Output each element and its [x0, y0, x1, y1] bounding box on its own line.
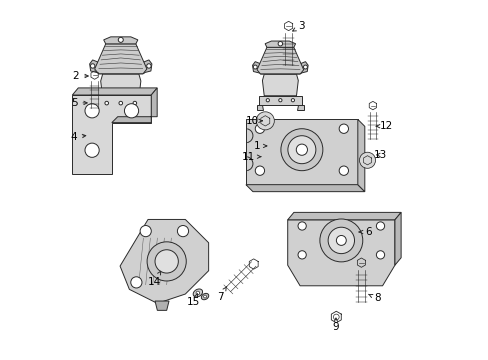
- Text: 5: 5: [71, 98, 87, 108]
- Polygon shape: [297, 105, 303, 110]
- Polygon shape: [72, 88, 157, 95]
- Text: 3: 3: [292, 21, 305, 31]
- Circle shape: [296, 144, 307, 155]
- Circle shape: [278, 41, 282, 46]
- Circle shape: [339, 166, 348, 175]
- Circle shape: [327, 227, 354, 254]
- Circle shape: [287, 136, 315, 164]
- Polygon shape: [252, 62, 260, 73]
- Circle shape: [376, 222, 384, 230]
- Circle shape: [303, 65, 307, 69]
- Polygon shape: [103, 37, 138, 44]
- Polygon shape: [262, 74, 298, 96]
- Circle shape: [319, 219, 362, 262]
- Circle shape: [85, 104, 99, 118]
- Circle shape: [336, 235, 346, 246]
- Circle shape: [253, 65, 257, 69]
- Circle shape: [297, 251, 305, 259]
- Circle shape: [140, 225, 151, 237]
- Circle shape: [339, 124, 348, 134]
- Polygon shape: [112, 88, 157, 123]
- Text: 4: 4: [71, 132, 85, 142]
- Circle shape: [119, 101, 122, 105]
- Text: 7: 7: [216, 287, 226, 302]
- Polygon shape: [394, 212, 400, 265]
- Polygon shape: [101, 74, 141, 98]
- Polygon shape: [95, 108, 102, 114]
- Circle shape: [255, 124, 264, 134]
- Circle shape: [90, 64, 95, 68]
- Polygon shape: [155, 301, 169, 310]
- Polygon shape: [97, 98, 144, 108]
- Text: 14: 14: [147, 271, 161, 287]
- Circle shape: [265, 99, 269, 102]
- Polygon shape: [142, 60, 152, 73]
- Circle shape: [256, 112, 274, 130]
- Circle shape: [124, 104, 139, 118]
- Circle shape: [130, 277, 142, 288]
- Text: 10: 10: [245, 116, 262, 126]
- Circle shape: [203, 295, 206, 298]
- Text: 9: 9: [332, 318, 339, 332]
- Circle shape: [297, 222, 305, 230]
- Circle shape: [105, 101, 108, 105]
- Circle shape: [146, 64, 151, 68]
- Polygon shape: [245, 120, 357, 185]
- Circle shape: [155, 250, 178, 273]
- Polygon shape: [258, 96, 301, 105]
- Circle shape: [376, 251, 384, 259]
- Polygon shape: [95, 44, 146, 74]
- Circle shape: [133, 101, 136, 105]
- Polygon shape: [300, 62, 307, 73]
- Ellipse shape: [193, 289, 202, 297]
- Text: 12: 12: [376, 121, 392, 131]
- Polygon shape: [257, 47, 303, 74]
- Circle shape: [196, 291, 199, 295]
- Polygon shape: [287, 212, 400, 220]
- Polygon shape: [140, 108, 146, 114]
- Text: 11: 11: [241, 152, 260, 162]
- Polygon shape: [287, 220, 394, 286]
- Text: 8: 8: [368, 293, 380, 303]
- Circle shape: [278, 99, 282, 102]
- Circle shape: [333, 314, 339, 320]
- Polygon shape: [89, 60, 99, 73]
- Circle shape: [147, 242, 186, 281]
- Polygon shape: [357, 120, 364, 192]
- Circle shape: [359, 152, 375, 168]
- Text: 15: 15: [186, 294, 200, 307]
- Text: 1: 1: [253, 141, 266, 151]
- Circle shape: [291, 99, 294, 102]
- Polygon shape: [72, 95, 151, 174]
- Polygon shape: [264, 41, 295, 47]
- Polygon shape: [120, 220, 208, 303]
- Text: 6: 6: [358, 227, 371, 237]
- Text: 13: 13: [373, 150, 386, 160]
- Circle shape: [85, 143, 99, 157]
- Text: 2: 2: [73, 71, 88, 81]
- Circle shape: [280, 129, 322, 171]
- Circle shape: [118, 37, 123, 42]
- Polygon shape: [245, 185, 364, 192]
- Circle shape: [177, 225, 188, 237]
- Circle shape: [255, 166, 264, 175]
- Polygon shape: [257, 105, 263, 110]
- Ellipse shape: [201, 293, 208, 300]
